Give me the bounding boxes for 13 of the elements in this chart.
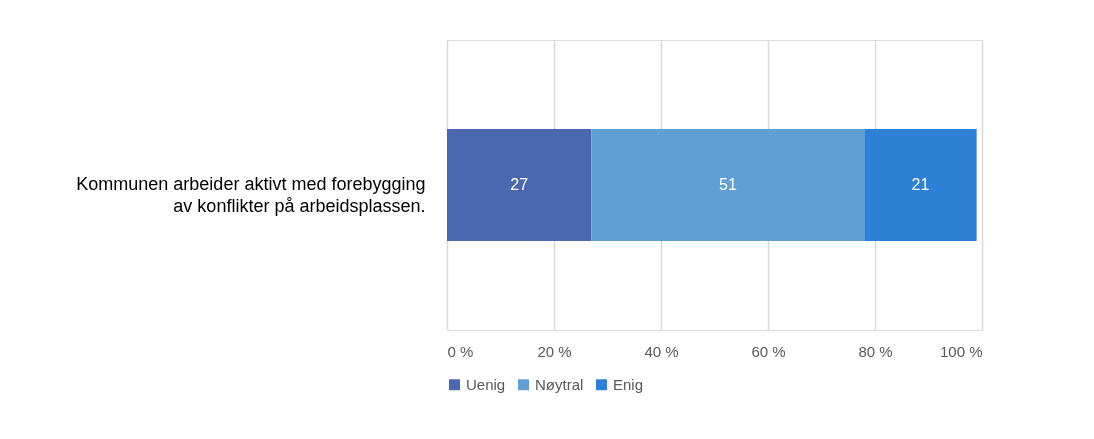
legend-label: Nøytral: [535, 375, 584, 393]
y-tick-label: Kommunen arbeider aktivt med forebygging av konflikter på arbeidsplassen.: [76, 174, 426, 216]
x-tick-label: 80 %: [858, 342, 893, 360]
x-tick-label: 20 %: [537, 342, 572, 360]
legend-label: Enig: [613, 375, 644, 393]
data-label: 21: [911, 176, 930, 193]
data-label: 27: [510, 176, 529, 193]
data-label: 51: [718, 176, 737, 193]
x-tick-label: 60 %: [751, 342, 786, 360]
x-tick-label: 40 %: [644, 342, 679, 360]
x-tick-label: 0 %: [447, 342, 474, 360]
x-tick-label: 100 %: [939, 342, 983, 360]
legend-label: Uenig: [466, 375, 506, 393]
